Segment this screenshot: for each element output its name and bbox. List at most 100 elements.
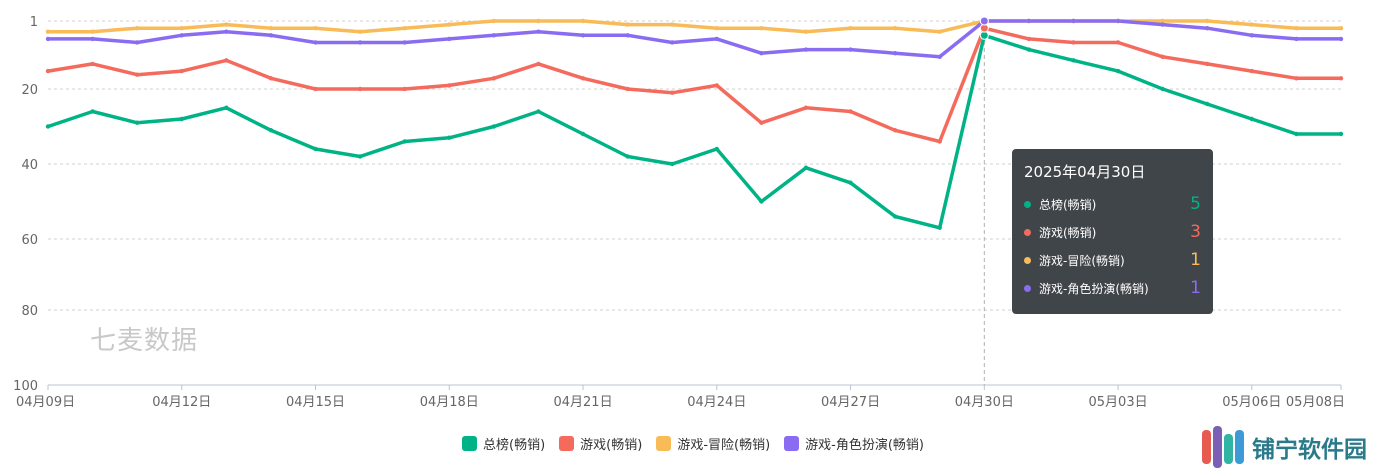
data-point: [134, 25, 140, 31]
data-point: [1115, 68, 1121, 74]
data-point: [402, 40, 407, 45]
tooltip-title: 2025年04月30日: [1024, 163, 1146, 181]
data-point: [313, 25, 318, 31]
x-tick-label: 04月30日: [955, 395, 1014, 410]
data-point: [1249, 116, 1255, 122]
y-tick-label: 40: [21, 158, 38, 173]
data-point: [1294, 76, 1299, 81]
data-point: [1294, 36, 1299, 42]
legend-label: 总榜(畅销): [483, 438, 546, 453]
data-point: [402, 139, 407, 144]
legend-swatch: [656, 436, 672, 451]
data-point: [491, 33, 497, 38]
data-point: [625, 22, 630, 27]
series-dot: [1024, 200, 1031, 208]
data-point: [848, 109, 853, 114]
x-tick-label: 04月27日: [821, 395, 880, 410]
data-point: [491, 18, 497, 24]
series-lines: [46, 19, 1343, 230]
data-point: [179, 33, 184, 38]
legend-label: 游戏-冒险(畅销): [677, 438, 771, 453]
data-point: [714, 25, 719, 31]
brand-label: 铺宁软件园: [1252, 437, 1367, 463]
x-tick-label: 05月08日: [1286, 395, 1345, 410]
data-point: [357, 154, 363, 159]
data-point: [670, 40, 675, 45]
data-point: [45, 36, 51, 42]
data-point: [580, 18, 586, 24]
data-point: [90, 36, 95, 42]
data-point: [670, 22, 675, 27]
legend: 总榜(畅销) 游戏(畅销) 游戏-冒险(畅销) 游戏-角色扮演(畅销): [0, 434, 1386, 453]
data-point: [979, 16, 989, 26]
data-point: [134, 40, 140, 45]
data-point: [224, 29, 229, 34]
data-point: [714, 83, 719, 88]
data-point: [402, 25, 407, 31]
data-point: [536, 29, 541, 34]
data-point: [1026, 18, 1032, 24]
x-tick-label: 04月18日: [420, 395, 479, 410]
data-point: [1115, 18, 1121, 24]
data-point: [447, 83, 452, 88]
watermark: 七麦数据: [90, 326, 199, 356]
data-point: [1205, 101, 1210, 107]
data-point: [536, 18, 541, 24]
legend-swatch: [559, 436, 575, 451]
data-point: [45, 124, 51, 129]
series-dot: [1024, 256, 1031, 264]
data-point: [625, 33, 630, 38]
data-point: [134, 72, 140, 77]
data-point: [1205, 25, 1210, 31]
data-point: [268, 76, 274, 81]
data-point: [892, 214, 898, 219]
data-point: [536, 61, 541, 67]
data-point: [670, 90, 675, 95]
data-point: [491, 124, 497, 129]
series-line-0: [46, 33, 1343, 230]
series-points: [45, 16, 1344, 230]
data-point: [937, 225, 942, 230]
tooltip-row: 游戏-冒险(畅销) 1: [1024, 246, 1201, 274]
y-tick-label: 20: [21, 83, 38, 98]
data-point: [848, 25, 853, 31]
legend-item-adventure[interactable]: 游戏-冒险(畅销): [656, 434, 770, 453]
tooltip-row: 总榜(畅销) 5: [1024, 190, 1201, 218]
data-point: [937, 29, 942, 34]
data-point: [90, 109, 95, 114]
data-point: [1071, 58, 1076, 63]
legend-item-rpg[interactable]: 游戏-角色扮演(畅销): [784, 434, 924, 453]
data-point: [892, 51, 898, 56]
data-point: [1249, 33, 1255, 38]
data-point: [937, 54, 942, 59]
data-point: [937, 139, 942, 144]
x-tick-label: 04月21日: [553, 395, 612, 410]
data-point: [625, 154, 630, 159]
data-point: [224, 105, 229, 110]
data-point: [134, 120, 140, 125]
data-point: [1338, 76, 1344, 81]
data-point: [892, 128, 898, 133]
legend-swatch: [462, 436, 477, 451]
legend-item-total[interactable]: 总榜(畅销): [462, 434, 545, 453]
data-point: [45, 29, 51, 34]
tooltip-series-name: 总榜(畅销): [1039, 197, 1097, 212]
data-point: [1338, 25, 1344, 31]
legend-label: 游戏-角色扮演(畅销): [805, 438, 924, 453]
data-point: [1026, 36, 1032, 42]
tooltip-series-name: 游戏-冒险(畅销): [1039, 253, 1125, 268]
data-point: [625, 86, 630, 92]
legend-item-games[interactable]: 游戏(畅销): [559, 434, 642, 453]
x-tick-label: 04月15日: [286, 395, 345, 410]
data-point: [714, 36, 719, 42]
data-point: [803, 105, 809, 110]
y-axis: 1 20 40 60 80 100: [13, 15, 38, 394]
tooltip-row: 游戏-角色扮演(畅销) 1: [1024, 274, 1201, 302]
data-point: [313, 146, 318, 152]
data-point: [447, 36, 452, 42]
data-point: [402, 86, 407, 92]
tooltip-series-name: 游戏-角色扮演(畅销): [1039, 281, 1149, 296]
y-tick-label: 100: [13, 379, 38, 394]
data-point: [268, 128, 274, 133]
